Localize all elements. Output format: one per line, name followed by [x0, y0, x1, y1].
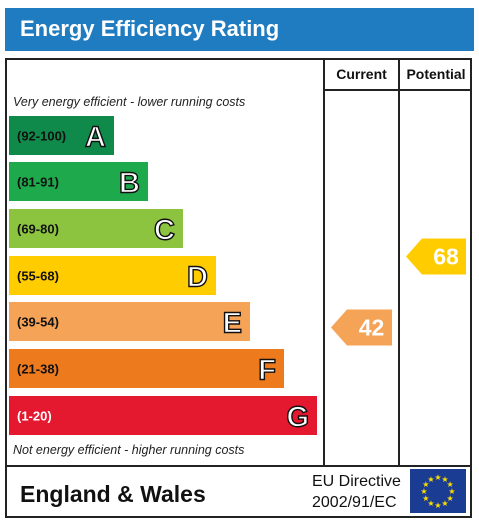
- footer-divider: [5, 465, 472, 467]
- band-letter-f: F: [258, 355, 276, 387]
- directive-line-1: EU Directive: [312, 473, 401, 490]
- eu-flag-icon: ★ ★ ★ ★ ★ ★ ★ ★ ★ ★ ★ ★: [410, 469, 466, 513]
- current-column-header: Current: [336, 66, 387, 82]
- eu-star-icon: ★: [447, 494, 454, 503]
- chart-title: Energy Efficiency Rating: [20, 16, 280, 41]
- top-note: Very energy efficient - lower running co…: [13, 95, 246, 109]
- band-bar-a: [9, 116, 114, 155]
- band-bar-d: [9, 256, 216, 295]
- column-divider-current: [323, 58, 325, 466]
- band-letter-c: C: [154, 215, 175, 247]
- band-range-f: (21-38): [17, 362, 59, 377]
- eu-star-icon: ★: [434, 501, 441, 510]
- band-bar-f: [9, 349, 284, 388]
- band-letter-g: G: [286, 402, 309, 434]
- band-range-e: (39-54): [17, 315, 59, 330]
- region-label: England & Wales: [20, 481, 206, 507]
- eu-star-icon: ★: [427, 475, 434, 484]
- eu-directive-label: EU Directive 2002/91/EC: [312, 471, 401, 513]
- directive-line-2: 2002/91/EC: [312, 494, 397, 511]
- eu-star-icon: ★: [447, 480, 454, 489]
- eu-star-icon: ★: [441, 475, 448, 484]
- bottom-note: Not energy efficient - higher running co…: [13, 443, 245, 457]
- eu-star-icon: ★: [422, 480, 429, 489]
- band-letter-d: D: [187, 262, 208, 294]
- band-range-c: (69-80): [17, 222, 59, 237]
- band-bar-e: [9, 302, 250, 341]
- eu-star-icon: ★: [422, 494, 429, 503]
- potential-rating-arrow: [406, 238, 466, 275]
- band-range-a: (92-100): [17, 129, 66, 144]
- band-letter-e: E: [223, 308, 242, 340]
- eu-star-icon: ★: [441, 499, 448, 508]
- eu-star-icon: ★: [427, 499, 434, 508]
- potential-rating-value: 68: [433, 244, 459, 270]
- eu-stars: ★★★★★★★★★ ★ ★★: [420, 473, 455, 510]
- title-bar: Energy Efficiency Rating: [5, 8, 474, 51]
- band-letter-a: A: [85, 122, 106, 154]
- potential-column-header: Potential: [406, 66, 466, 82]
- band-bar-b: [9, 162, 148, 201]
- eu-star-icon: ★: [448, 487, 455, 496]
- band-bar-g: [9, 396, 317, 435]
- band-range-d: (55-68): [17, 269, 59, 284]
- eu-star-icon: ★: [420, 487, 427, 496]
- eu-star-icon: ★: [434, 473, 441, 482]
- rating-frame: [5, 58, 472, 518]
- column-divider-potential: [398, 58, 400, 466]
- current-rating-value: 42: [359, 315, 385, 341]
- band-bar-c: [9, 209, 183, 248]
- header-divider: [323, 89, 472, 91]
- current-rating-arrow: [331, 309, 392, 346]
- band-range-b: (81-91): [17, 175, 59, 190]
- band-letter-b: B: [119, 168, 140, 200]
- band-range-g: (1-20): [17, 409, 52, 424]
